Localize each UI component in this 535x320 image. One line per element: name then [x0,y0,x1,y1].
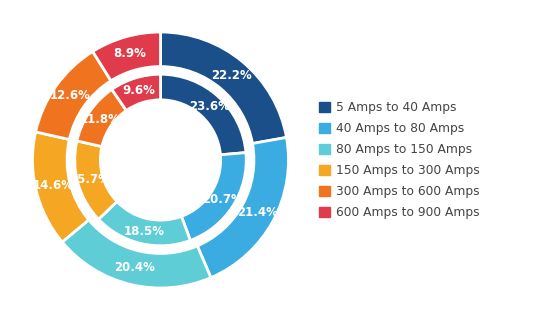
Text: 8.9%: 8.9% [113,47,147,60]
Wedge shape [112,74,160,110]
Wedge shape [160,32,287,143]
Text: 11.8%: 11.8% [80,113,120,125]
Text: 20.4%: 20.4% [114,261,155,274]
Wedge shape [36,52,111,140]
Wedge shape [93,32,160,81]
Wedge shape [75,141,117,219]
Text: 14.6%: 14.6% [33,180,73,193]
Wedge shape [62,220,211,288]
Wedge shape [77,89,126,147]
Text: 21.4%: 21.4% [238,206,278,219]
Text: 15.7%: 15.7% [70,173,111,186]
Text: 9.6%: 9.6% [123,84,155,97]
Wedge shape [181,153,246,240]
Wedge shape [160,74,246,155]
Text: 20.7%: 20.7% [202,193,242,205]
Wedge shape [98,202,190,246]
Wedge shape [197,137,288,278]
Text: 18.5%: 18.5% [124,225,165,237]
Text: 12.6%: 12.6% [50,90,90,102]
Text: 23.6%: 23.6% [189,100,230,113]
Legend: 5 Amps to 40 Amps, 40 Amps to 80 Amps, 80 Amps to 150 Amps, 150 Amps to 300 Amps: 5 Amps to 40 Amps, 40 Amps to 80 Amps, 8… [316,99,482,221]
Text: 22.2%: 22.2% [211,68,252,82]
Wedge shape [33,132,89,242]
